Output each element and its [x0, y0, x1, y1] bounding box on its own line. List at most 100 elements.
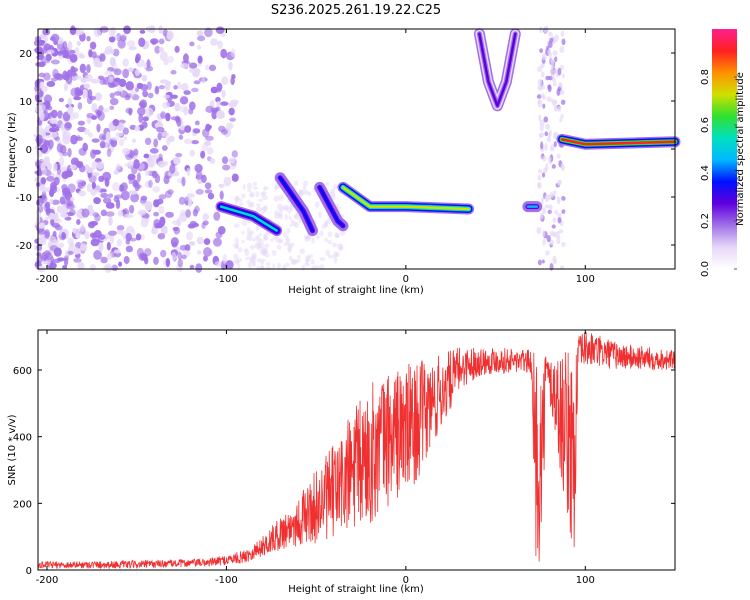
spectrogram-speckle — [173, 226, 181, 235]
spectrogram-speckle — [234, 237, 239, 244]
spectrogram-speckle — [67, 250, 74, 255]
spectrogram-speckle — [339, 230, 346, 236]
spectrogram-speckle — [102, 108, 110, 113]
spectrogram-speckle — [540, 84, 545, 90]
spectrogram-speckle — [210, 38, 218, 46]
spectrogram-speckle — [271, 249, 277, 256]
spectrogram-speckle — [273, 195, 280, 202]
spectrogram-speckle — [541, 172, 546, 178]
spectrogram-speckle — [561, 73, 565, 78]
spectrogram-speckle — [214, 261, 222, 267]
spectrogram-speckle — [140, 217, 149, 228]
spectrogram-y-ticks: -20 -10 0 10 20 — [16, 49, 675, 252]
spectrogram-speckle — [144, 169, 151, 176]
spectrogram-speckle — [536, 94, 542, 99]
spectrogram-speckle — [161, 131, 170, 137]
spectrogram-speckle — [278, 214, 283, 220]
spectrogram-speckle — [96, 161, 105, 170]
spectrogram-speckle — [221, 156, 229, 165]
spectrogram-speckle — [544, 163, 549, 172]
spectrogram-speckle — [203, 255, 208, 262]
spectrogram-speckle — [45, 53, 52, 62]
spectrogram-speckle — [64, 169, 74, 178]
spectrogram-speckle — [544, 142, 548, 151]
spectrogram-speckle — [304, 263, 310, 267]
spectrogram-speckle — [542, 238, 546, 246]
spectrogram-speckle — [131, 94, 140, 101]
spectrogram-speckle — [327, 239, 333, 245]
spectrogram-speckle — [58, 156, 65, 167]
spectrogram-speckle — [130, 193, 140, 203]
spectrogram-speckle — [120, 190, 130, 201]
spectrogram-speckle — [252, 181, 258, 187]
spectrogram-speckle — [246, 227, 251, 234]
spectrogram-speckle — [98, 105, 104, 113]
spectrogram-speckle — [219, 190, 224, 200]
spectrogram-speckle — [98, 242, 104, 252]
spectrogram-speckle — [188, 101, 196, 111]
spectrogram-speckle — [325, 181, 329, 186]
spectrogram-speckle — [553, 107, 559, 112]
spectrogram-speckle — [158, 85, 166, 90]
spectrogram-speckle — [539, 132, 545, 138]
spectrogram-x-label: Height of straight line (km) — [288, 285, 424, 296]
spectrogram-speckle — [204, 140, 212, 147]
spectrogram-speckle — [47, 139, 54, 150]
spectrogram-speckle — [178, 196, 186, 205]
colorbar-gradient — [712, 29, 737, 269]
spectrogram-speckle — [537, 168, 543, 174]
spectrogram-speckle — [87, 221, 96, 229]
snr-x-ticks: -200 -100 0 100 — [36, 330, 595, 586]
spectrogram-speckle — [221, 89, 226, 99]
y-tick-label: -20 — [16, 241, 32, 252]
spectrogram-speckle — [220, 48, 228, 59]
spectrogram-speckle — [260, 191, 267, 196]
spectrogram-speckle — [128, 107, 133, 116]
spectrogram-speckle — [548, 129, 552, 138]
spectrogram-speckle — [133, 148, 139, 156]
spectrogram-speckle — [552, 258, 557, 265]
spectrogram-speckle — [557, 212, 562, 220]
spectrogram-speckle — [171, 251, 177, 261]
spectrogram-speckle — [551, 224, 556, 229]
spectrogram-speckle — [553, 68, 559, 75]
spectrogram-speckle — [77, 126, 87, 133]
spectrogram-arc — [478, 32, 517, 108]
spectrogram-speckle — [165, 136, 171, 146]
spectrogram-speckle — [163, 175, 170, 185]
spectrogram-speckle — [550, 58, 555, 64]
spectrogram-speckle — [98, 175, 105, 183]
spectrogram-speckle — [302, 184, 307, 192]
spectrogram-speckle — [73, 257, 82, 263]
y-tick-label: 600 — [13, 366, 32, 377]
spectrogram-speckle — [539, 48, 544, 54]
spectrogram-speckle — [255, 206, 262, 212]
spectrogram-speckle — [82, 142, 88, 152]
spectrogram-speckle — [57, 50, 63, 56]
spectrogram-speckle — [241, 230, 245, 235]
spectrogram-speckle — [177, 251, 183, 260]
spectrogram-speckle — [331, 254, 336, 259]
spectrogram-speckle — [80, 77, 87, 84]
spectrogram-speckle — [276, 262, 282, 269]
spectrogram-speckle — [46, 175, 55, 182]
spectrogram-speckle — [202, 220, 209, 226]
spectrogram-speckle — [90, 238, 100, 247]
spectrogram-speckle — [68, 208, 76, 216]
spectrogram-speckle — [539, 124, 544, 132]
spectrogram-speckle — [77, 262, 85, 270]
spectrogram-speckle — [235, 195, 240, 200]
spectrogram-speckle — [69, 164, 77, 170]
spectrogram-speckle — [325, 249, 331, 256]
spectrogram-speckle — [203, 247, 212, 257]
spectrogram-speckle — [561, 242, 566, 247]
spectrogram-speckle — [99, 140, 106, 149]
spectrogram-speckle — [556, 153, 561, 159]
spectrogram-speckle — [183, 53, 189, 64]
spectrogram-speckle — [157, 116, 162, 126]
spectrogram-speckle — [154, 85, 160, 95]
spectrogram-speckle — [546, 235, 551, 243]
spectrogram-speckle — [76, 75, 82, 80]
spectrogram-speckle — [78, 164, 86, 173]
spectrogram-speckle — [134, 125, 141, 132]
